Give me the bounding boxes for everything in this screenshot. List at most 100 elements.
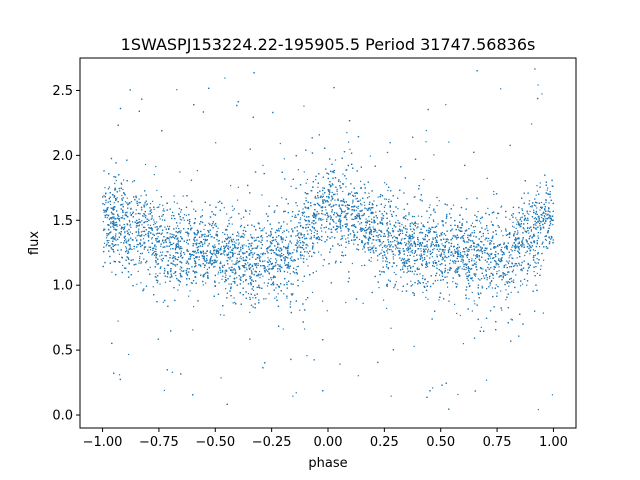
scatter-point <box>383 210 386 213</box>
scatter-point <box>346 132 348 134</box>
scatter-point <box>388 198 390 201</box>
scatter-point <box>104 228 106 230</box>
scatter-point <box>392 258 395 260</box>
scatter-point <box>269 241 271 243</box>
scatter-point <box>291 294 293 296</box>
scatter-point <box>487 232 489 235</box>
scatter-point <box>186 250 188 252</box>
scatter-point <box>379 234 381 236</box>
scatter-point <box>527 267 530 269</box>
scatter-point <box>223 251 225 254</box>
scatter-point <box>400 239 403 241</box>
scatter-point <box>369 230 371 232</box>
scatter-point <box>236 239 238 241</box>
scatter-point <box>423 249 425 251</box>
scatter-point <box>475 219 477 222</box>
scatter-point <box>449 263 451 265</box>
scatter-point <box>417 241 419 243</box>
scatter-point <box>505 289 507 291</box>
scatter-point <box>491 287 493 289</box>
scatter-point <box>128 252 130 254</box>
scatter-point <box>313 214 316 216</box>
scatter-point <box>387 236 389 238</box>
scatter-point <box>537 235 539 237</box>
scatter-point <box>478 256 480 258</box>
scatter-point <box>426 244 428 246</box>
scatter-point <box>123 237 126 239</box>
scatter-point <box>232 302 234 304</box>
scatter-point <box>528 200 531 202</box>
scatter-point <box>549 196 551 198</box>
scatter-point <box>526 212 528 214</box>
scatter-point <box>170 248 172 250</box>
scatter-point <box>368 220 370 222</box>
scatter-point <box>331 171 333 173</box>
scatter-point <box>541 242 544 244</box>
scatter-point <box>413 252 415 254</box>
scatter-point <box>329 186 332 188</box>
scatter-point <box>126 240 128 242</box>
scatter-point <box>245 267 247 269</box>
scatter-point <box>436 234 438 236</box>
scatter-point <box>219 248 221 250</box>
scatter-point <box>171 243 173 246</box>
scatter-point <box>384 182 386 184</box>
scatter-point <box>485 249 487 252</box>
scatter-point <box>445 104 447 106</box>
scatter-point <box>303 255 305 257</box>
scatter-point <box>137 225 139 227</box>
scatter-point <box>242 281 245 283</box>
scatter-point <box>232 269 234 271</box>
scatter-point <box>526 222 529 225</box>
scatter-point <box>220 314 222 316</box>
scatter-point <box>406 249 408 252</box>
scatter-point <box>322 195 325 197</box>
scatter-point <box>153 254 156 256</box>
scatter-point <box>278 254 280 256</box>
scatter-point <box>204 243 206 245</box>
scatter-point <box>345 246 347 248</box>
scatter-point <box>369 155 371 157</box>
scatter-point <box>329 215 332 217</box>
scatter-point <box>135 209 137 211</box>
scatter-point <box>438 299 440 301</box>
scatter-point <box>403 250 405 252</box>
scatter-point <box>515 217 517 219</box>
scatter-point <box>205 252 207 254</box>
scatter-point <box>365 226 367 229</box>
scatter-point <box>347 237 349 239</box>
scatter-point <box>189 253 192 255</box>
scatter-point <box>138 260 140 262</box>
scatter-point <box>144 214 146 216</box>
scatter-point <box>149 202 152 205</box>
scatter-point <box>139 252 142 255</box>
scatter-point <box>188 295 190 297</box>
scatter-point <box>500 206 502 208</box>
scatter-point <box>347 212 349 214</box>
scatter-point <box>275 296 278 298</box>
scatter-point <box>230 184 232 187</box>
scatter-point <box>475 263 477 265</box>
scatter-point <box>189 290 191 292</box>
scatter-point <box>251 264 253 266</box>
scatter-point <box>486 279 488 281</box>
scatter-point <box>289 241 291 243</box>
scatter-point <box>231 205 233 207</box>
scatter-point <box>139 221 142 223</box>
scatter-point <box>389 220 391 222</box>
scatter-point <box>291 215 293 217</box>
scatter-point <box>131 248 133 251</box>
scatter-point <box>517 230 519 232</box>
scatter-point <box>540 265 542 267</box>
scatter-point <box>331 219 334 221</box>
scatter-point <box>410 280 412 282</box>
scatter-point <box>140 282 142 284</box>
scatter-point <box>116 225 118 227</box>
scatter-point <box>405 235 407 237</box>
scatter-point <box>368 237 370 239</box>
scatter-point <box>143 215 145 217</box>
scatter-point <box>274 297 276 299</box>
scatter-point <box>234 252 236 254</box>
scatter-point <box>407 266 409 268</box>
scatter-point <box>316 213 318 215</box>
